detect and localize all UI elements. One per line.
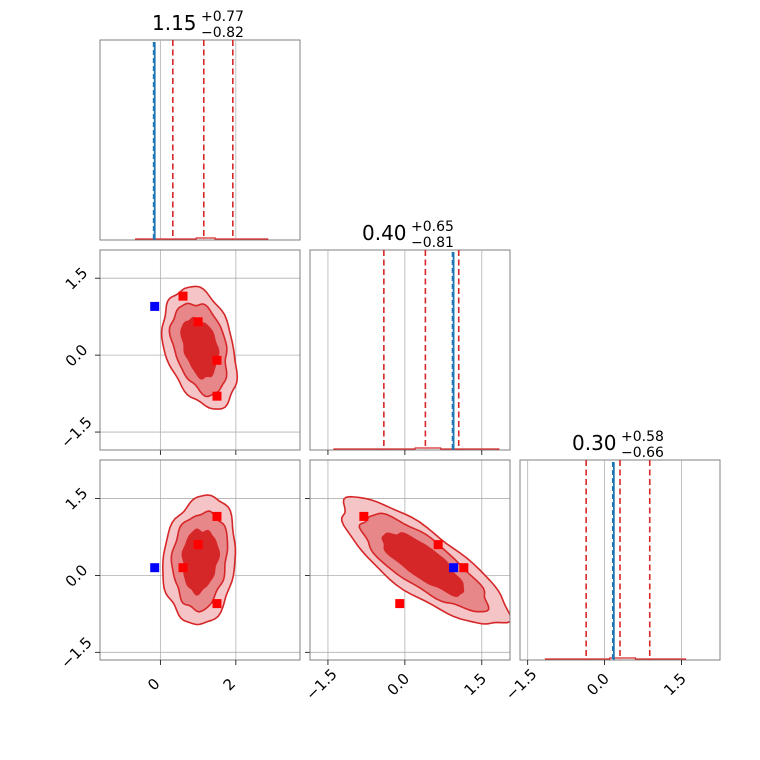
ytick-label-1-0: −1.5: [57, 413, 95, 451]
ytick-label-1-1: 0.0: [62, 341, 92, 371]
histogram-p2: [544, 657, 687, 660]
xtick-label-0-1: 2: [220, 675, 239, 694]
title-p2-minus: −0.66: [621, 445, 664, 461]
xtick-label-1-0: −1.5: [302, 665, 340, 703]
ytick-label-2-1: 0.0: [62, 561, 92, 591]
red-marker-21-0: [459, 563, 469, 573]
red-marker-21-1: [433, 540, 443, 550]
histogram-p1: [333, 447, 500, 450]
blue-marker-21-0: [449, 563, 459, 573]
ytick-label-2-2: 1.5: [62, 484, 92, 514]
red-marker-20-1: [193, 540, 203, 550]
contour-inner-10: [180, 316, 220, 380]
xtick-label-1-1: 0.0: [384, 670, 414, 700]
xtick-label-1-2: 1.5: [460, 670, 490, 700]
contour-panel-p1-vs-p0: −1.5 0.0 1.5: [57, 249, 301, 455]
title-p1-minus: −0.81: [411, 235, 454, 251]
title-p0-minus: −0.82: [201, 25, 244, 41]
blue-marker-10-0: [150, 301, 160, 311]
xtick-label-2-0: −1.5: [502, 665, 540, 703]
red-marker-10-3: [212, 391, 222, 401]
red-marker-20-0: [178, 563, 188, 573]
hist-panel-p2: −1.5 0.0 1.5 0.30 +0.58 −0.66: [502, 429, 721, 704]
hist-panel-p0: 1.15 +0.77 −0.82: [99, 9, 301, 241]
blue-marker-20-0: [150, 563, 160, 573]
red-marker-21-3: [359, 511, 369, 521]
title-p1-plus: +0.65: [411, 219, 454, 235]
red-marker-20-2: [212, 599, 222, 609]
red-marker-21-2: [395, 599, 405, 609]
contour-panel-p2-vs-p0: −1.5 0.0 1.5 0 2: [57, 459, 301, 694]
xtick-label-0-0: 0: [144, 675, 163, 694]
red-marker-10-2: [212, 355, 222, 365]
red-marker-20-3: [212, 511, 222, 521]
title-p1-value: 0.40: [362, 221, 407, 245]
red-marker-10-0: [178, 291, 188, 301]
title-p0-plus: +0.77: [201, 9, 244, 25]
title-p2-plus: +0.58: [621, 429, 664, 445]
ytick-label-2-0: −1.5: [57, 634, 95, 672]
histogram-p0: [135, 237, 269, 240]
ytick-label-1-2: 1.5: [62, 264, 92, 294]
title-p2-value: 0.30: [572, 431, 617, 455]
hist-panel-p1: 0.40 +0.65 −0.81: [309, 219, 511, 455]
xtick-label-2-1: 0.0: [583, 670, 613, 700]
title-p0-value: 1.15: [152, 11, 197, 35]
contour-panel-p2-vs-p1: −1.5 0.0 1.5: [302, 459, 511, 704]
red-marker-10-1: [193, 317, 203, 327]
contour-inner-20: [181, 528, 221, 596]
xtick-label-2-2: 1.5: [660, 670, 690, 700]
